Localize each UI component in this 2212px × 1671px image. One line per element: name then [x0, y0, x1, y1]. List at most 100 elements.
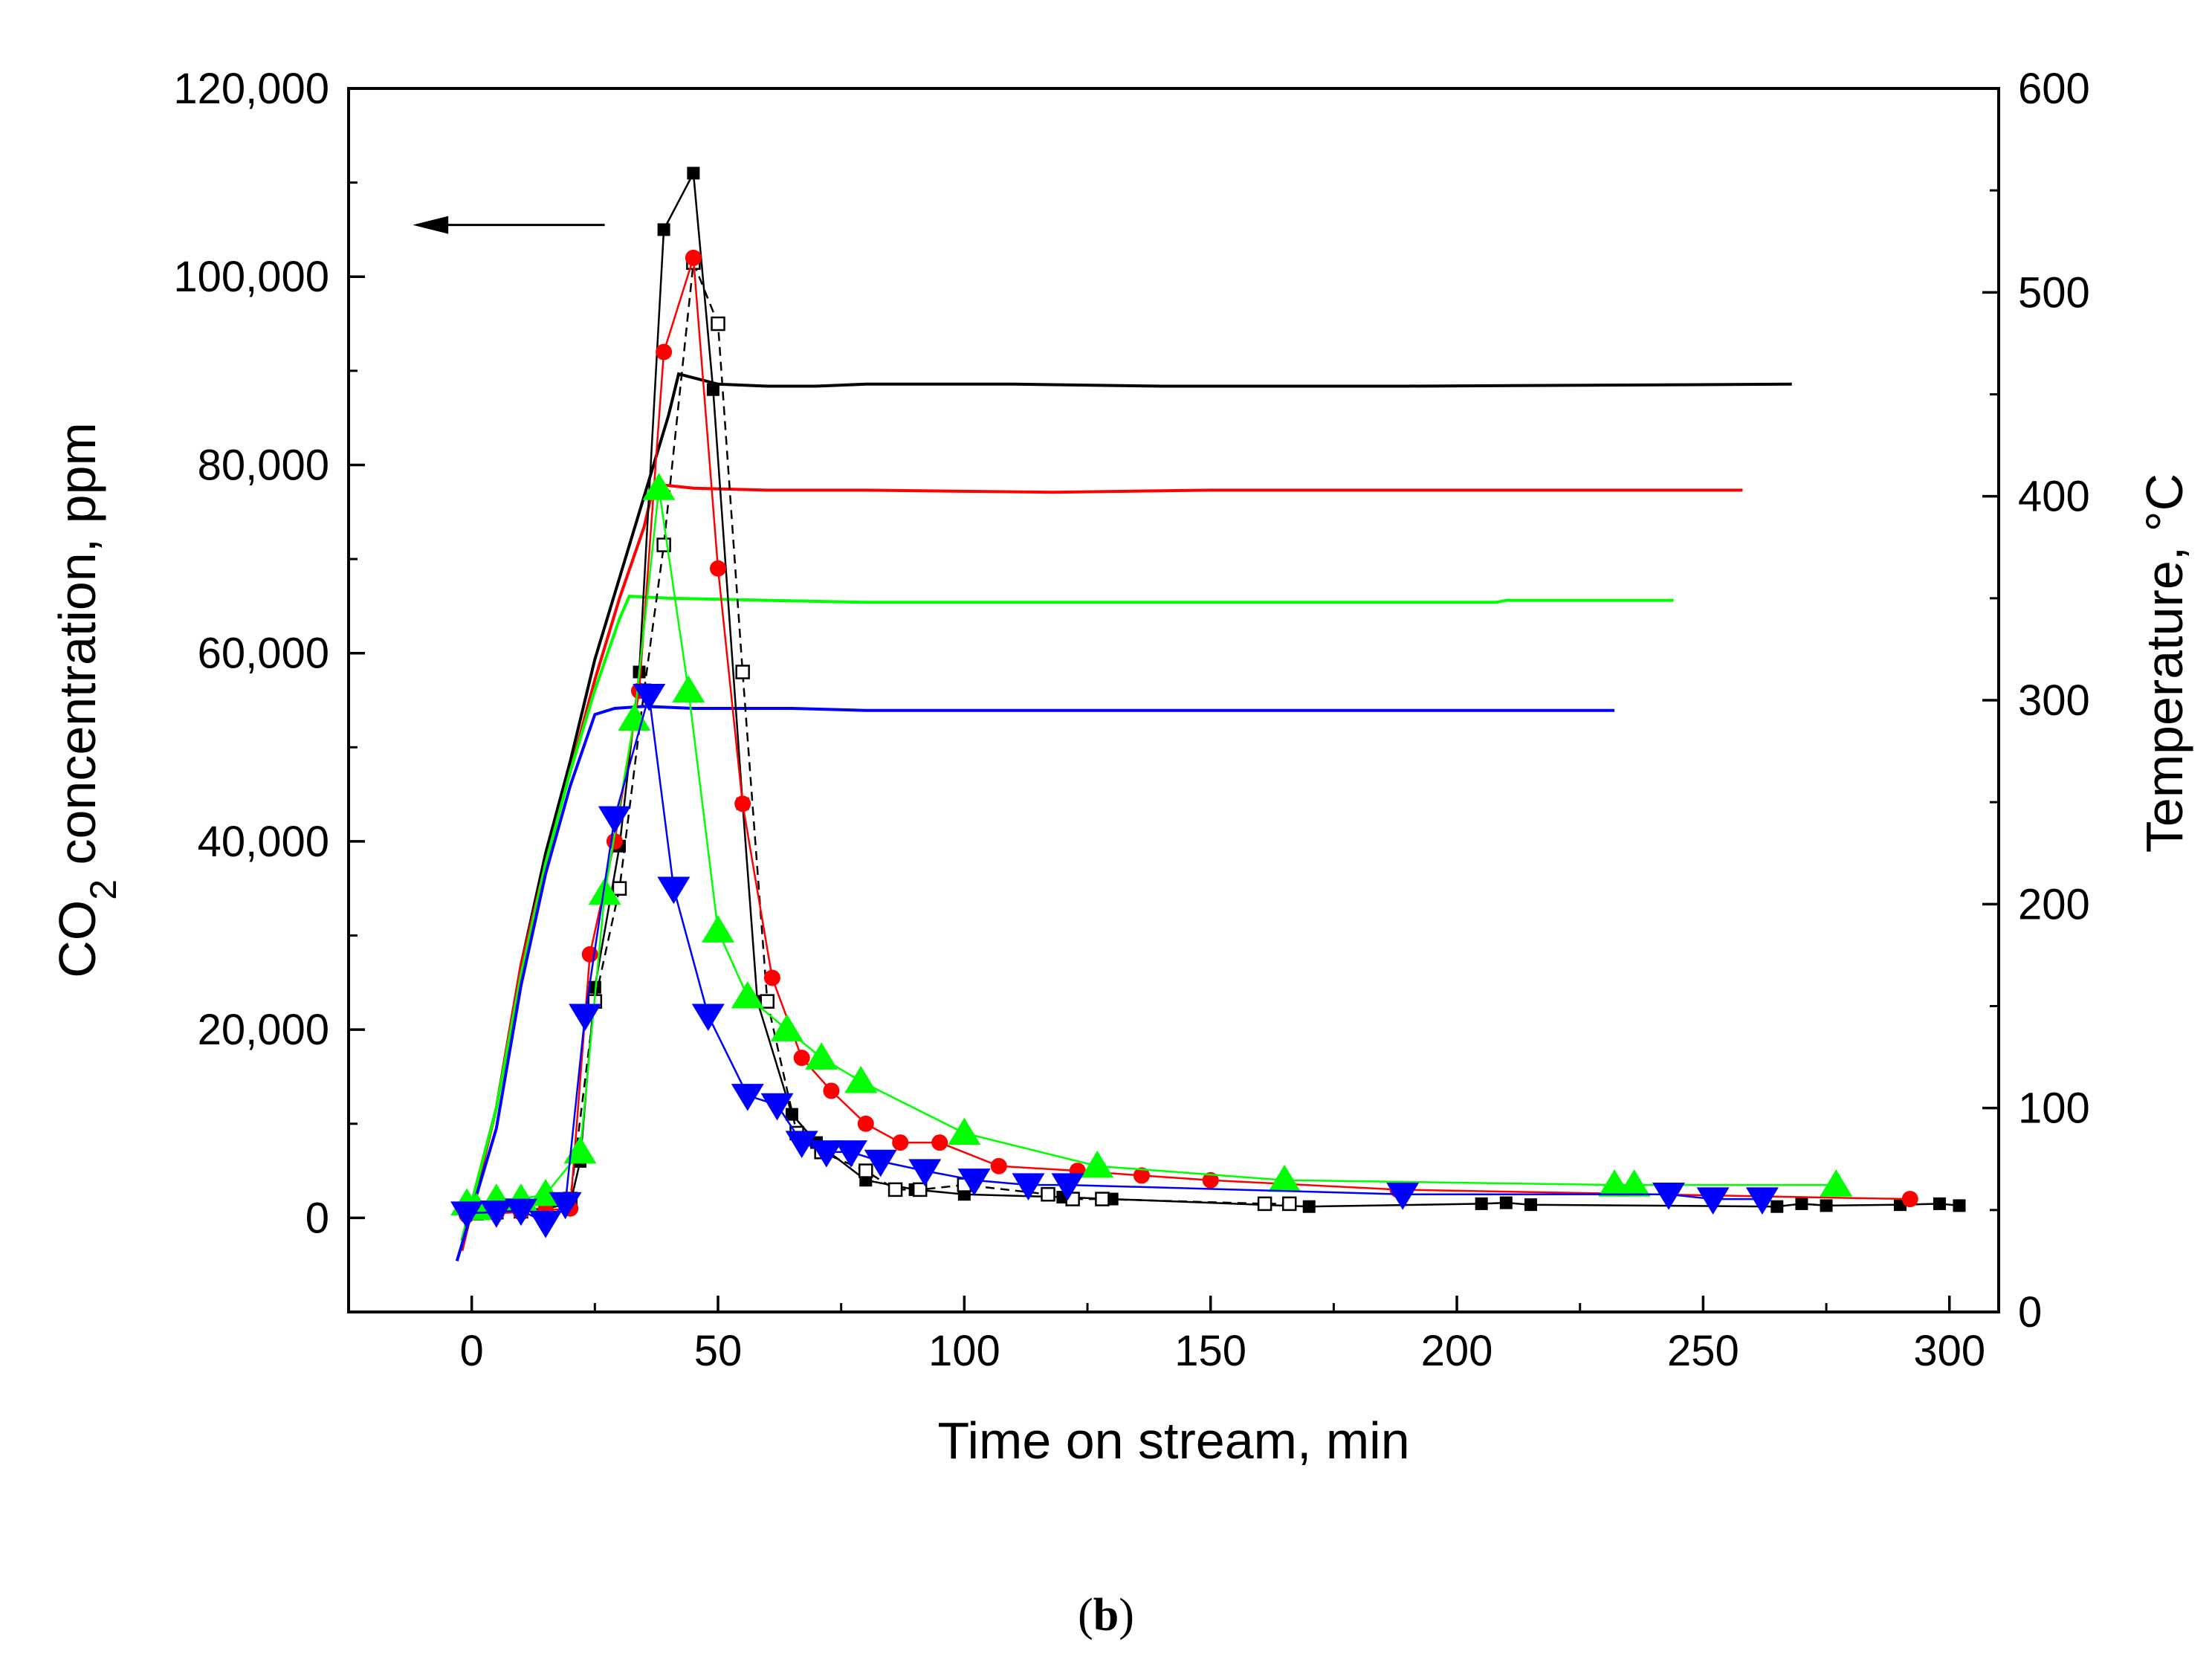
- co2-point-4-14: [805, 1042, 838, 1070]
- co2-point-5-6: [569, 1003, 602, 1032]
- co2-point-3-22: [1202, 1171, 1219, 1189]
- x-tick-label-200: 200: [1421, 1327, 1493, 1375]
- y-left-tick-label-0: 0: [305, 1194, 329, 1242]
- x-axis-title: Time on stream, min: [937, 1412, 1409, 1470]
- co2-point-5-10: [691, 1003, 725, 1032]
- annotation-group: [413, 216, 605, 234]
- co2-series-group: [450, 167, 1966, 1238]
- y-right-tick-label-600: 600: [2018, 65, 2090, 113]
- caption-letter: b: [1093, 1590, 1119, 1641]
- co2-point-4-7: [588, 877, 621, 905]
- figure-caption: (b): [1078, 1590, 1134, 1641]
- co2-point-4-6: [563, 1136, 597, 1164]
- co2-point-4-16: [948, 1117, 981, 1145]
- co2-point-1-22: [1302, 1200, 1316, 1213]
- co2-point-2-13: [760, 994, 775, 1009]
- co2-point-4-20: [1617, 1169, 1651, 1197]
- co2-point-5-23: [1696, 1187, 1730, 1215]
- y-left-tick-label-100000: 100,000: [173, 253, 329, 301]
- co2-line-3: [466, 257, 1910, 1216]
- co2-point-5-3: [504, 1198, 537, 1226]
- x-tick-label-100: 100: [928, 1327, 1000, 1375]
- y-left-tick-label-40000: 40,000: [198, 818, 329, 866]
- temperature-line-3: [460, 595, 1674, 1241]
- co2-point-1-12: [706, 383, 719, 396]
- y-axis-left-title-prefix: CO: [48, 900, 106, 978]
- caption-close-paren: ): [1119, 1590, 1134, 1641]
- co2-point-5-12: [760, 1093, 794, 1121]
- y-right-tick-label-200: 200: [2018, 880, 2090, 928]
- y-right-tick-label-100: 100: [2018, 1085, 2090, 1133]
- co2-point-3-9: [656, 343, 673, 361]
- co2-point-2-17: [887, 1182, 903, 1198]
- y-left-tick-label-120000: 120,000: [173, 65, 329, 113]
- y-right-tick-label-400: 400: [2018, 473, 2090, 521]
- co2-point-4-8: [618, 703, 651, 731]
- co2-point-3-15: [823, 1082, 840, 1099]
- co2-point-5-11: [731, 1084, 764, 1111]
- co2-point-5-16: [864, 1149, 897, 1177]
- co2-point-5-1: [450, 1201, 484, 1229]
- x-tick-label-0: 0: [460, 1327, 484, 1375]
- co2-point-2-16: [858, 1163, 873, 1178]
- co2-point-3-14: [793, 1050, 810, 1067]
- co2-line-5: [466, 695, 1762, 1224]
- co2-point-4-10: [672, 675, 705, 703]
- co2-point-5-14: [809, 1140, 843, 1168]
- co2-point-5-19: [1012, 1173, 1045, 1200]
- co2-point-3-16: [857, 1115, 874, 1132]
- co2-point-2-20: [1041, 1186, 1055, 1202]
- co2-point-2-11: [711, 316, 725, 332]
- y-left-tick-label-60000: 60,000: [198, 630, 329, 678]
- co2-point-2-7: [612, 881, 627, 896]
- co2-point-5-13: [785, 1131, 818, 1158]
- co2-point-5-22: [1652, 1183, 1685, 1210]
- co2-point-3-13: [763, 969, 780, 986]
- co2-point-1-27: [1795, 1197, 1808, 1210]
- co2-point-1-30: [1933, 1197, 1946, 1210]
- co2-point-5-2: [479, 1200, 513, 1228]
- co2-point-3-18: [931, 1134, 948, 1151]
- co2-point-1-10: [657, 223, 670, 236]
- co2-point-2-23: [1257, 1196, 1272, 1212]
- co2-point-1-15: [785, 1108, 798, 1121]
- co2-point-4-17: [1081, 1150, 1114, 1178]
- co2-point-5-4: [529, 1211, 563, 1238]
- co2-point-2-22: [1095, 1192, 1110, 1206]
- y-right-tick-label-300: 300: [2018, 676, 2090, 725]
- co2-point-5-18: [957, 1169, 991, 1196]
- plot-frame: [347, 87, 2000, 1313]
- co2-point-5-21: [1386, 1183, 1420, 1210]
- co2-point-4-9: [642, 473, 676, 500]
- co2-point-5-15: [834, 1140, 867, 1168]
- co2-point-3-11: [710, 560, 727, 577]
- co2-point-5-9: [657, 876, 691, 905]
- y-right-tick-label-0: 0: [2018, 1288, 2042, 1337]
- co2-point-5-24: [1745, 1187, 1779, 1215]
- co2-point-3-21: [1133, 1167, 1150, 1184]
- axis-indicator-arrow-head: [413, 216, 449, 234]
- co2-point-1-25: [1524, 1198, 1537, 1212]
- co2-point-1-28: [1820, 1199, 1833, 1212]
- co2-point-1-11: [687, 167, 700, 180]
- y-left-tick-label-80000: 80,000: [198, 441, 329, 489]
- co2-point-5-7: [598, 806, 631, 834]
- y-axis-left-title-suffix: concentration, ppm: [48, 422, 106, 879]
- y-right-tick-label-500: 500: [2018, 268, 2090, 317]
- x-tick-label-150: 150: [1174, 1327, 1246, 1375]
- co2-point-3-19: [990, 1157, 1007, 1174]
- x-tick-label-250: 250: [1667, 1327, 1739, 1375]
- caption-open-paren: (: [1078, 1590, 1093, 1641]
- co2-point-2-24: [1281, 1196, 1297, 1212]
- co2-point-5-5: [549, 1192, 582, 1220]
- co2-point-5-8: [633, 683, 666, 711]
- co2-point-3-10: [685, 249, 702, 266]
- temperature-line-1: [460, 372, 1792, 1241]
- co2-point-4-18: [1268, 1164, 1301, 1192]
- co2-point-2-18: [912, 1182, 928, 1198]
- co2-point-3-12: [734, 795, 751, 812]
- co2-point-4-11: [702, 915, 735, 943]
- y-axis-left-title-subscript: 2: [83, 879, 124, 900]
- co2-point-5-17: [908, 1159, 942, 1186]
